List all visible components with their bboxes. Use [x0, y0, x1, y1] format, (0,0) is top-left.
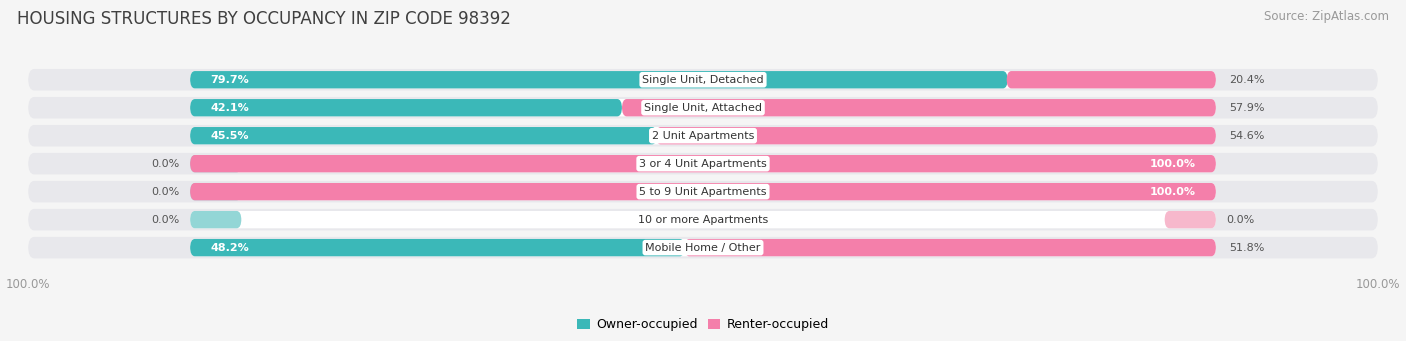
FancyBboxPatch shape [1164, 211, 1216, 228]
FancyBboxPatch shape [190, 71, 1008, 88]
FancyBboxPatch shape [190, 155, 1216, 172]
Text: 54.6%: 54.6% [1229, 131, 1265, 141]
Text: 10 or more Apartments: 10 or more Apartments [638, 214, 768, 225]
Text: 100.0%: 100.0% [1150, 187, 1195, 197]
Text: 51.8%: 51.8% [1229, 242, 1265, 253]
FancyBboxPatch shape [190, 183, 242, 200]
FancyBboxPatch shape [28, 69, 1378, 90]
FancyBboxPatch shape [28, 125, 1378, 147]
Text: 45.5%: 45.5% [211, 131, 249, 141]
Text: 0.0%: 0.0% [1226, 214, 1256, 225]
Text: 3 or 4 Unit Apartments: 3 or 4 Unit Apartments [640, 159, 766, 169]
Text: Single Unit, Detached: Single Unit, Detached [643, 75, 763, 85]
FancyBboxPatch shape [190, 71, 1216, 88]
Text: Single Unit, Attached: Single Unit, Attached [644, 103, 762, 113]
Text: Mobile Home / Other: Mobile Home / Other [645, 242, 761, 253]
FancyBboxPatch shape [1007, 71, 1216, 88]
Text: 2 Unit Apartments: 2 Unit Apartments [652, 131, 754, 141]
Text: 57.9%: 57.9% [1229, 103, 1265, 113]
Text: 0.0%: 0.0% [150, 187, 180, 197]
Text: 100.0%: 100.0% [1150, 159, 1195, 169]
FancyBboxPatch shape [190, 99, 1216, 116]
FancyBboxPatch shape [190, 211, 242, 228]
FancyBboxPatch shape [190, 211, 1216, 228]
FancyBboxPatch shape [28, 237, 1378, 258]
FancyBboxPatch shape [621, 99, 1216, 116]
Text: HOUSING STRUCTURES BY OCCUPANCY IN ZIP CODE 98392: HOUSING STRUCTURES BY OCCUPANCY IN ZIP C… [17, 10, 510, 28]
Text: Source: ZipAtlas.com: Source: ZipAtlas.com [1264, 10, 1389, 23]
FancyBboxPatch shape [190, 239, 1216, 256]
FancyBboxPatch shape [655, 127, 1216, 144]
FancyBboxPatch shape [685, 239, 1216, 256]
Text: 42.1%: 42.1% [211, 103, 249, 113]
Text: 0.0%: 0.0% [150, 159, 180, 169]
FancyBboxPatch shape [190, 239, 685, 256]
Legend: Owner-occupied, Renter-occupied: Owner-occupied, Renter-occupied [572, 313, 834, 336]
FancyBboxPatch shape [190, 183, 1216, 200]
FancyBboxPatch shape [28, 209, 1378, 231]
FancyBboxPatch shape [190, 127, 657, 144]
FancyBboxPatch shape [190, 99, 621, 116]
FancyBboxPatch shape [190, 127, 1216, 144]
Text: 48.2%: 48.2% [211, 242, 249, 253]
FancyBboxPatch shape [190, 155, 1216, 172]
Text: 0.0%: 0.0% [150, 214, 180, 225]
FancyBboxPatch shape [190, 155, 242, 172]
FancyBboxPatch shape [190, 183, 1216, 200]
Text: 20.4%: 20.4% [1229, 75, 1265, 85]
FancyBboxPatch shape [28, 153, 1378, 175]
Text: 5 to 9 Unit Apartments: 5 to 9 Unit Apartments [640, 187, 766, 197]
Text: 79.7%: 79.7% [211, 75, 249, 85]
FancyBboxPatch shape [28, 181, 1378, 203]
FancyBboxPatch shape [28, 97, 1378, 118]
